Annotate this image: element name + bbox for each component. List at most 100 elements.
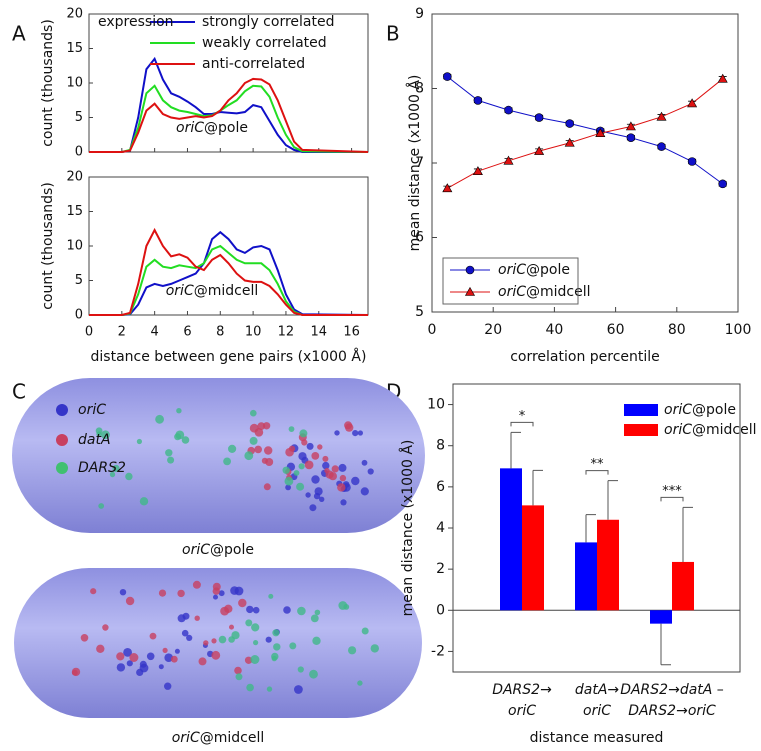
sphere	[360, 487, 369, 496]
sphere	[293, 470, 300, 476]
y-tick-label: 0	[75, 145, 83, 160]
sphere	[337, 483, 346, 492]
panel-label: C	[12, 380, 26, 404]
y-tick-label: 2	[436, 561, 445, 577]
sphere	[285, 484, 291, 491]
sphere	[311, 452, 320, 460]
significance-label: **	[591, 457, 605, 472]
point	[472, 166, 483, 175]
x-tick-label: 6	[183, 325, 191, 340]
sphere	[314, 609, 321, 616]
sphere	[246, 683, 254, 692]
annotation: oriC@midcell	[166, 283, 259, 299]
point	[503, 155, 514, 165]
sphere	[238, 598, 247, 608]
sphere	[306, 442, 314, 450]
sphere	[211, 638, 217, 644]
error-bar	[607, 480, 618, 520]
sphere	[164, 653, 173, 662]
x-tick-label: 80	[668, 322, 686, 338]
sphere	[218, 590, 225, 597]
sphere	[234, 666, 242, 675]
legend-marker	[464, 286, 476, 296]
sphere	[203, 640, 209, 646]
x-tick-label: DARS2→oriC	[628, 703, 716, 719]
sphere	[252, 606, 260, 614]
sphere	[317, 444, 323, 450]
series-line	[89, 77, 369, 153]
sphere	[253, 640, 259, 646]
y-tick-label: 10	[427, 397, 445, 413]
series-line	[446, 76, 723, 185]
error-bar	[660, 623, 671, 666]
sphere	[176, 408, 182, 414]
legend-label: weakly correlated	[202, 35, 327, 51]
sphere	[198, 657, 207, 666]
sphere	[167, 456, 175, 464]
sphere	[186, 634, 193, 642]
spheres	[71, 408, 379, 694]
sphere	[319, 496, 325, 502]
significance-bracket	[585, 470, 609, 475]
sphere	[112, 464, 120, 473]
sphere	[119, 589, 127, 596]
sphere	[299, 429, 308, 438]
sphere	[249, 436, 258, 445]
sphere	[250, 655, 260, 664]
y-axis-label: count (thousands)	[40, 182, 56, 310]
x-axis-label: distance between gene pairs (x1000 Å)	[91, 348, 367, 365]
legend-label: datA	[78, 432, 111, 448]
sphere	[102, 624, 109, 631]
x-tick-label: 20	[484, 322, 502, 338]
sphere	[235, 673, 243, 681]
y-tick-label: 10	[66, 239, 83, 254]
sphere	[213, 594, 218, 600]
sphere	[271, 652, 279, 661]
cell-capsule	[14, 568, 422, 718]
x-axis-label: distance measured	[530, 730, 664, 746]
sphere	[174, 433, 182, 441]
x-tick-label: 0	[428, 322, 437, 338]
y-axis-label: count (thousands)	[40, 19, 56, 147]
x-tick-label: oriC	[583, 703, 611, 719]
sphere	[339, 474, 347, 482]
sphere	[116, 652, 125, 661]
y-tick-label: 7	[415, 155, 424, 171]
sphere	[297, 666, 304, 673]
sphere	[310, 614, 319, 623]
sphere	[181, 629, 189, 637]
sphere	[311, 475, 320, 484]
point	[564, 137, 575, 147]
series-line	[447, 78, 724, 189]
y-tick-label: 6	[436, 479, 445, 495]
sphere	[344, 421, 353, 430]
sphere	[367, 468, 374, 475]
caption: oriC@midcell	[172, 730, 265, 746]
legend-label: anti-correlated	[202, 56, 305, 72]
error-bar	[510, 431, 521, 469]
sphere	[257, 422, 266, 430]
x-tick-label: oriC	[508, 703, 536, 719]
legend-label: strongly correlated	[202, 14, 334, 30]
bar	[522, 505, 544, 611]
sphere	[370, 644, 379, 653]
sphere	[263, 483, 271, 491]
x-tick-label: 8	[216, 325, 224, 340]
point	[534, 113, 544, 122]
sphere	[220, 606, 230, 616]
sphere	[246, 605, 254, 614]
legend-label: oriC@pole	[498, 262, 570, 278]
legend-label: oriC@pole	[664, 402, 736, 418]
error-bar	[532, 469, 543, 506]
sphere	[351, 476, 360, 486]
sphere	[146, 652, 155, 661]
sphere	[194, 615, 200, 621]
sphere	[250, 409, 257, 417]
panel-label: B	[386, 22, 400, 46]
sphere	[348, 646, 357, 655]
y-tick-label: 20	[66, 7, 83, 22]
sphere	[312, 636, 321, 645]
sphere	[125, 596, 135, 606]
legend-swatch	[624, 404, 658, 416]
